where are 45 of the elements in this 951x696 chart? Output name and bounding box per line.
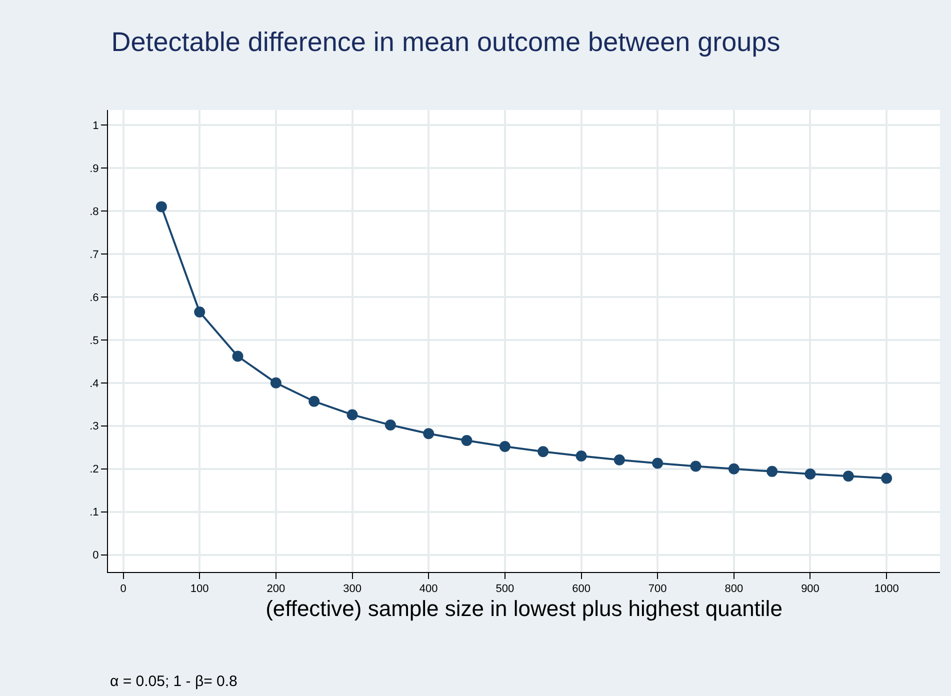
point [728,463,740,474]
y-tick-label: .3 [90,420,99,433]
y-tick-label: .9 [90,162,99,175]
point [881,472,892,484]
x-tick-label: 500 [496,583,514,596]
point [232,350,244,362]
x-axis-title: (effective) sample size in lowest plus highest quantile [266,596,782,622]
point [156,201,167,212]
point [614,454,625,466]
y-tick-label: .4 [90,378,99,390]
x-tick-label: 800 [724,583,744,596]
y-tick-label: 1 [92,120,99,132]
y-tick-label: .2 [90,464,99,476]
point [804,468,816,480]
x-tick-label: 0 [120,583,126,596]
y-tick-label: .1 [90,506,99,519]
point [766,466,778,477]
point [499,441,510,452]
point [842,470,854,482]
chart-title: Detectable difference in mean outcome between groups [111,27,780,58]
point [690,460,702,472]
y-tick-label: .6 [90,292,99,304]
x-tick-label: 100 [190,583,209,596]
point [346,409,358,420]
point [576,450,587,462]
point [461,434,472,446]
x-tick-label: 400 [419,583,438,596]
x-tick-label: 1000 [874,583,899,596]
point [384,420,396,431]
y-tick-label: .5 [90,334,99,347]
point [270,377,282,388]
point [194,306,206,318]
point [423,428,434,440]
point [652,458,664,469]
x-tick-label: 200 [266,583,286,596]
x-tick-label: 600 [572,583,590,596]
y-tick-label: .7 [90,248,99,261]
y-tick-label: .8 [90,206,99,218]
x-tick-label: 300 [343,583,362,596]
x-tick-label: 900 [801,583,820,596]
text: α = 0.05; 1 - β= 0.8 [110,673,238,690]
x-tick-label: 700 [648,583,667,596]
y-tick-label: 0 [92,550,99,562]
point [308,396,320,407]
point [538,446,549,458]
